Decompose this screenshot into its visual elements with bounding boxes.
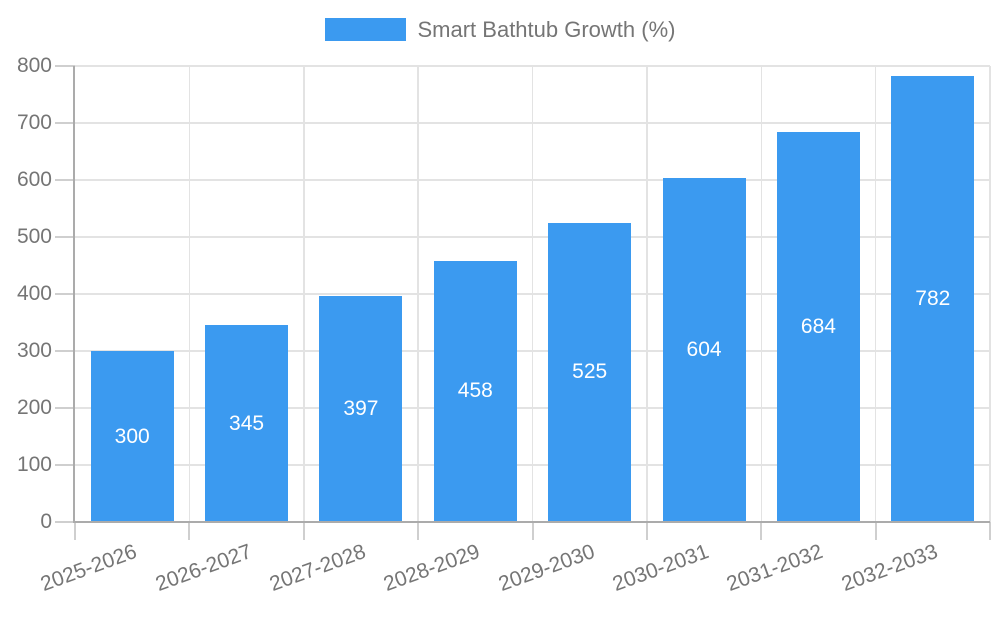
y-tick-mark xyxy=(55,236,75,238)
bar[interactable]: 345 xyxy=(205,325,289,522)
bar[interactable]: 397 xyxy=(319,295,403,522)
x-gridline xyxy=(874,66,877,522)
y-axis-tick-label: 700 xyxy=(16,111,52,134)
y-axis-tick-label: 200 xyxy=(16,396,52,419)
y-tick-mark xyxy=(55,293,75,295)
y-axis-tick-label: 300 xyxy=(16,339,52,362)
y-tick-mark xyxy=(55,65,75,67)
y-axis-tick-label: 800 xyxy=(16,54,52,77)
y-tick-mark xyxy=(55,350,75,352)
x-tick-mark xyxy=(645,522,648,540)
y-axis-tick-label: 500 xyxy=(16,225,52,248)
x-tick-mark xyxy=(74,522,76,540)
bar[interactable]: 604 xyxy=(662,177,746,522)
x-tick-mark xyxy=(302,522,305,540)
x-gridline xyxy=(989,66,991,522)
x-gridline xyxy=(188,66,191,522)
legend-swatch xyxy=(324,17,406,41)
x-tick-mark xyxy=(874,522,877,540)
x-gridline xyxy=(531,66,534,522)
x-axis-tick-label: 2031-2032 xyxy=(724,540,827,596)
x-axis-tick-label: 2027-2028 xyxy=(266,540,369,596)
y-axis-tick-label: 400 xyxy=(16,282,52,305)
bar[interactable]: 525 xyxy=(548,222,632,522)
y-axis-line xyxy=(73,66,75,522)
x-tick-mark xyxy=(989,522,991,540)
legend-label: Smart Bathtub Growth (%) xyxy=(417,16,676,42)
x-gridline xyxy=(760,66,762,522)
x-axis-tick-label: 2032-2033 xyxy=(838,540,941,596)
bar[interactable]: 684 xyxy=(776,132,860,522)
x-gridline xyxy=(303,66,305,522)
x-axis-tick-label: 2026-2027 xyxy=(152,540,255,596)
bar-value-label: 525 xyxy=(572,360,608,384)
x-tick-mark xyxy=(760,522,763,540)
x-gridline xyxy=(417,66,419,522)
bar-value-label: 684 xyxy=(800,315,836,339)
y-axis-tick-label: 600 xyxy=(16,168,52,191)
y-tick-mark xyxy=(55,407,75,409)
y-tick-mark xyxy=(55,179,75,181)
x-axis-tick-label: 2028-2029 xyxy=(380,540,484,596)
bar[interactable]: 782 xyxy=(891,76,975,522)
bar[interactable]: 300 xyxy=(90,351,174,522)
bar-value-label: 345 xyxy=(229,411,265,435)
bar-chart: Smart Bathtub Growth (%) 0 100 200 300 400 50… xyxy=(0,16,1000,596)
bar-value-label: 300 xyxy=(114,424,150,448)
bar-value-label: 397 xyxy=(343,396,379,420)
y-axis-tick-label: 0 xyxy=(40,510,52,533)
x-gridline xyxy=(646,66,648,522)
y-axis-tick-label: 100 xyxy=(16,453,52,476)
y-tick-mark xyxy=(55,521,75,523)
legend[interactable]: Smart Bathtub Growth (%) xyxy=(0,16,1000,42)
x-tick-mark xyxy=(188,522,191,540)
y-tick-mark xyxy=(55,122,75,124)
x-tick-mark xyxy=(417,522,420,540)
bar-value-label: 604 xyxy=(686,337,722,361)
x-axis-tick-label: 2029-2030 xyxy=(495,540,598,596)
x-tick-mark xyxy=(531,522,534,540)
bar-value-label: 782 xyxy=(915,287,951,311)
bar-value-label: 458 xyxy=(457,379,493,403)
x-axis-line xyxy=(73,521,990,523)
y-tick-mark xyxy=(55,464,75,466)
bar[interactable]: 458 xyxy=(433,260,517,522)
